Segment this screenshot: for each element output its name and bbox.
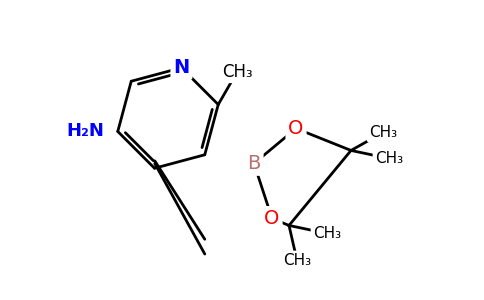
Text: CH₃: CH₃: [283, 253, 311, 268]
Text: N: N: [173, 58, 190, 77]
Text: O: O: [288, 119, 303, 138]
Text: O: O: [264, 209, 280, 228]
Text: CH₃: CH₃: [222, 63, 253, 81]
Text: CH₃: CH₃: [369, 125, 397, 140]
Text: H₂N: H₂N: [66, 122, 104, 140]
Text: CH₃: CH₃: [313, 226, 341, 241]
Text: B: B: [247, 154, 261, 173]
Text: CH₃: CH₃: [375, 151, 403, 166]
